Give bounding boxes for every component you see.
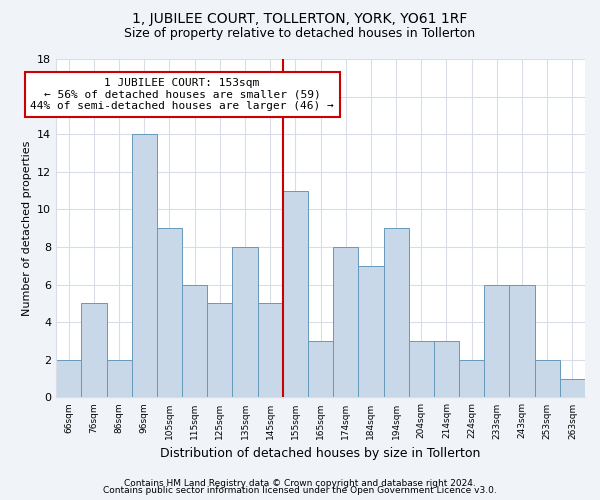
Bar xyxy=(459,360,484,398)
Text: 1, JUBILEE COURT, TOLLERTON, YORK, YO61 1RF: 1, JUBILEE COURT, TOLLERTON, YORK, YO61 … xyxy=(133,12,467,26)
Bar xyxy=(257,304,283,398)
Bar xyxy=(283,190,308,398)
Bar xyxy=(484,284,509,398)
Bar xyxy=(383,228,409,398)
Bar xyxy=(232,247,257,398)
Bar xyxy=(509,284,535,398)
Bar xyxy=(434,341,459,398)
Bar xyxy=(409,341,434,398)
Bar xyxy=(333,247,358,398)
Bar xyxy=(157,228,182,398)
X-axis label: Distribution of detached houses by size in Tollerton: Distribution of detached houses by size … xyxy=(160,447,481,460)
Bar xyxy=(132,134,157,398)
Bar xyxy=(308,341,333,398)
Y-axis label: Number of detached properties: Number of detached properties xyxy=(22,140,32,316)
Bar xyxy=(107,360,132,398)
Text: 1 JUBILEE COURT: 153sqm
← 56% of detached houses are smaller (59)
44% of semi-de: 1 JUBILEE COURT: 153sqm ← 56% of detache… xyxy=(30,78,334,111)
Bar xyxy=(535,360,560,398)
Text: Contains public sector information licensed under the Open Government Licence v3: Contains public sector information licen… xyxy=(103,486,497,495)
Bar xyxy=(182,284,207,398)
Bar xyxy=(56,360,82,398)
Text: Size of property relative to detached houses in Tollerton: Size of property relative to detached ho… xyxy=(124,28,476,40)
Bar xyxy=(358,266,383,398)
Bar xyxy=(207,304,232,398)
Bar xyxy=(560,378,585,398)
Bar xyxy=(82,304,107,398)
Text: Contains HM Land Registry data © Crown copyright and database right 2024.: Contains HM Land Registry data © Crown c… xyxy=(124,478,476,488)
